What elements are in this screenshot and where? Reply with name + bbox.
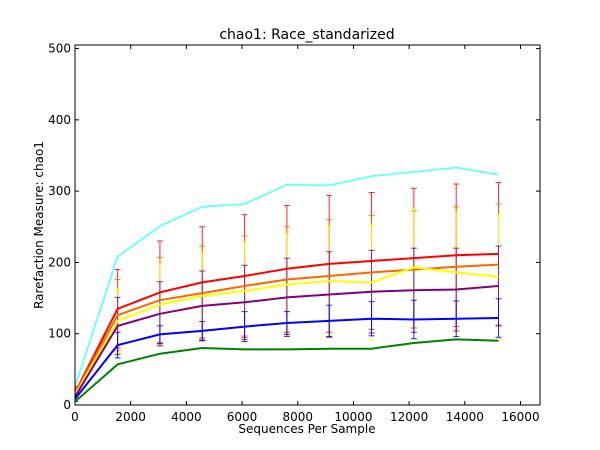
y-tick-label: 400 bbox=[48, 113, 71, 127]
y-tick-label: 0 bbox=[63, 398, 71, 412]
x-tick-label: 8000 bbox=[282, 410, 313, 424]
axes-frame bbox=[74, 44, 541, 406]
chart-title: chao1: Race_standarized bbox=[219, 27, 394, 43]
x-tick-label: 14000 bbox=[446, 410, 484, 424]
x-tick-label: 16000 bbox=[501, 410, 539, 424]
series-line-3 bbox=[75, 266, 499, 395]
x-tick-label: 2000 bbox=[115, 410, 146, 424]
series-line-1 bbox=[75, 252, 499, 393]
plot-area bbox=[75, 166, 502, 403]
x-tick-label: 10000 bbox=[334, 410, 372, 424]
y-tick-label: 500 bbox=[48, 42, 71, 56]
series-line-5 bbox=[75, 317, 499, 400]
series-line-0 bbox=[75, 166, 499, 387]
series-line-4 bbox=[75, 285, 499, 397]
y-tick-label: 200 bbox=[48, 255, 71, 269]
axis-ticks: 0 2000 4000 6000 8000 10000 12000 14000 16000 0 10… bbox=[48, 42, 540, 424]
x-tick-label: 4000 bbox=[171, 410, 202, 424]
y-tick-label: 100 bbox=[48, 327, 71, 341]
x-axis-label: Sequences Per Sample bbox=[238, 422, 375, 436]
x-tick-label: 0 bbox=[71, 410, 79, 424]
y-tick-label: 300 bbox=[48, 184, 71, 198]
x-tick-label: 6000 bbox=[227, 410, 258, 424]
x-tick-label: 12000 bbox=[390, 410, 428, 424]
y-axis-label: Rarefaction Measure: chao1 bbox=[32, 141, 46, 309]
series-line-6 bbox=[75, 338, 499, 403]
